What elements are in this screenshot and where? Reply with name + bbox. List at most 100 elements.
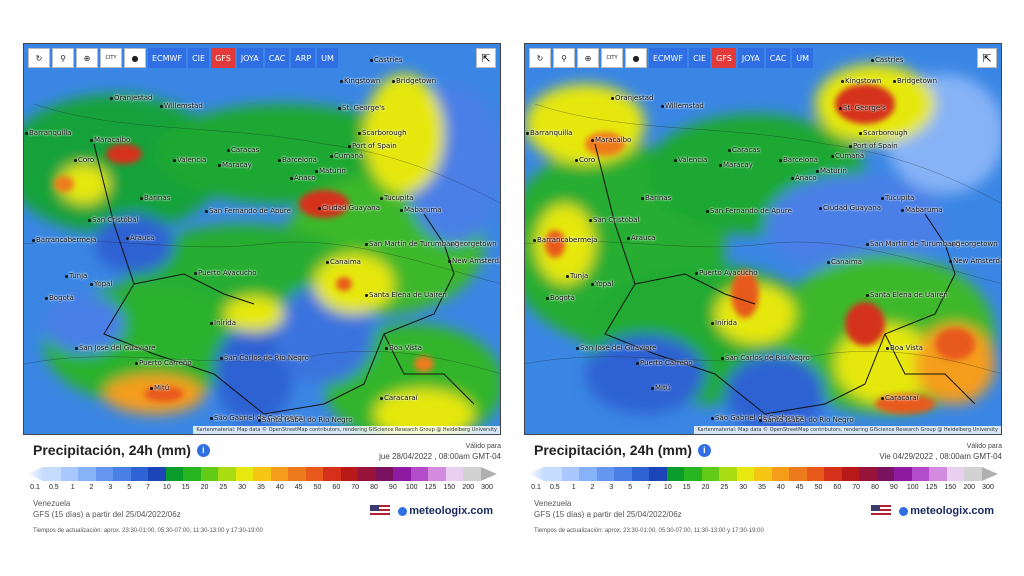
model-button-joya[interactable]: JOYA xyxy=(737,48,764,68)
legend-tick-label: 40 xyxy=(275,484,284,491)
place-label: St. George's xyxy=(839,104,886,112)
model-button-um[interactable]: UM xyxy=(317,48,338,68)
share-icon[interactable]: ⇱ xyxy=(977,48,997,68)
dot-icon[interactable]: ● xyxy=(124,48,146,68)
place-label: San Martín de Turumbang xyxy=(865,240,961,248)
reload-icon[interactable]: ↻ xyxy=(28,48,50,68)
meteologix-logo-icon xyxy=(398,506,408,516)
legend-swatch xyxy=(701,467,720,481)
model-button-ecmwf[interactable]: ECMWF xyxy=(148,48,187,68)
legend-tick-label: 5 xyxy=(628,484,633,491)
place-label: New Amsterdam xyxy=(447,257,500,265)
place-label: Boa Vista xyxy=(886,344,923,352)
place-label: Maracaibo xyxy=(89,136,131,144)
model-button-cac[interactable]: CAC xyxy=(765,48,791,68)
valid-time: Válido para Vie 04/29/2022 , 08:00am GMT… xyxy=(879,442,1002,462)
legend-tick-label: 150 xyxy=(944,484,957,491)
legend-tick-label: 60 xyxy=(332,484,341,491)
us-flag-icon[interactable] xyxy=(370,505,391,517)
place-label: Inírida xyxy=(209,319,237,327)
legend-tick-label: 30 xyxy=(238,484,247,491)
place-label: Puerto Ayacucho xyxy=(194,269,257,277)
brand: meteologix.com xyxy=(370,505,493,517)
location-pin-icon[interactable]: ⚲ xyxy=(553,48,575,68)
place-label: Barcelona xyxy=(278,156,317,164)
zoom-icon[interactable]: ⊕ xyxy=(577,48,599,68)
brand-name: meteologix.com xyxy=(409,505,493,517)
legend-swatch xyxy=(428,467,446,481)
place-label: Anaco xyxy=(290,174,316,182)
legend-tick-label: 30 xyxy=(739,484,748,491)
city-icon[interactable]: CITY xyxy=(100,48,122,68)
place-label: Port of Spain xyxy=(849,142,898,150)
location-pin-icon[interactable]: ⚲ xyxy=(52,48,74,68)
place-label: New Amsterdam xyxy=(948,257,1001,265)
legend-swatch xyxy=(130,467,149,481)
meteologix-logo[interactable]: meteologix.com xyxy=(398,505,493,517)
place-label: Mabaruma xyxy=(400,206,442,214)
legend-tick-label: 300 xyxy=(982,484,994,491)
place-label: Canaima xyxy=(827,258,862,266)
zoom-icon[interactable]: ⊕ xyxy=(76,48,98,68)
legend-tick-label: 40 xyxy=(776,484,785,491)
reload-icon[interactable]: ↻ xyxy=(529,48,551,68)
precipitation-map[interactable]: ↻ ⚲ ⊕ CITY ● ECMWF CIE GFS JOYA CAC UM ⇱ Castries K… xyxy=(524,43,1002,435)
meteologix-logo[interactable]: meteologix.com xyxy=(899,505,994,517)
place-label: San Martín de Turumbang xyxy=(364,240,460,248)
legend-tick-label: 70 xyxy=(852,484,861,491)
share-icon[interactable]: ⇱ xyxy=(476,48,496,68)
info-icon[interactable]: i xyxy=(697,443,711,457)
panel-title: Precipitación, 24h (mm) i xyxy=(33,442,210,458)
model-button-cie[interactable]: CIE xyxy=(689,48,711,68)
legend-swatch xyxy=(666,467,685,481)
place-label: San Carlos de Río Negro xyxy=(721,354,810,362)
update-times: Tiempos de actualización: aprox. 23:30-0… xyxy=(534,528,764,534)
model-button-ecmwf[interactable]: ECMWF xyxy=(649,48,688,68)
place-label: Santa Isabel do Rio Negro xyxy=(258,416,353,424)
place-label: Willemstad xyxy=(160,102,203,110)
place-label: Coro xyxy=(574,156,596,164)
place-label: Tucupita xyxy=(880,194,915,202)
legend-swatch xyxy=(288,467,306,481)
legend-tick-label: 80 xyxy=(871,484,879,491)
info-icon[interactable]: i xyxy=(196,443,210,457)
place-label: San Carlos de Río Negro xyxy=(220,354,309,362)
legend-swatch xyxy=(445,467,464,481)
model-button-cie[interactable]: CIE xyxy=(188,48,210,68)
legend-tick-label: 300 xyxy=(481,484,493,491)
legend-swatch xyxy=(596,467,615,481)
legend-tick-label: 0.1 xyxy=(30,484,40,491)
precipitation-map[interactable]: ↻ ⚲ ⊕ CITY ● ECMWF CIE GFS JOYA CAC ARP UM ⇱ Castri… xyxy=(23,43,501,435)
dot-icon[interactable]: ● xyxy=(625,48,647,68)
place-label: Maracay xyxy=(719,161,753,169)
color-legend xyxy=(27,467,497,481)
model-button-cac[interactable]: CAC xyxy=(264,48,290,68)
forecast-panel-left: ↻ ⚲ ⊕ CITY ● ECMWF CIE GFS JOYA CAC ARP UM ⇱ Castri… xyxy=(23,43,501,543)
legend-swatch xyxy=(771,467,790,481)
place-label: Barrancabermeja xyxy=(532,236,598,244)
legend-tick-label: 70 xyxy=(351,484,360,491)
model-button-um[interactable]: UM xyxy=(792,48,814,68)
place-label: Bogotá xyxy=(45,294,74,302)
legend-swatch xyxy=(235,467,254,481)
region-label: Venezuela xyxy=(33,499,71,508)
place-label: Cumaná xyxy=(830,152,865,160)
city-icon[interactable]: CITY xyxy=(601,48,623,68)
meteologix-logo-icon xyxy=(899,506,909,516)
forecast-panel-right: ↻ ⚲ ⊕ CITY ● ECMWF CIE GFS JOYA CAC UM ⇱ Castries K… xyxy=(524,43,1002,543)
place-label: Boa Vista xyxy=(385,344,422,352)
model-button-gfs[interactable]: GFS xyxy=(211,48,235,68)
legend-tick-label: 0.5 xyxy=(48,484,59,491)
model-button-arp[interactable]: ARP xyxy=(291,48,316,68)
model-button-gfs[interactable]: GFS xyxy=(712,48,736,68)
legend-swatch xyxy=(894,467,912,481)
model-button-joya[interactable]: JOYA xyxy=(236,48,263,68)
legend-swatch xyxy=(841,467,860,481)
legend-swatch xyxy=(824,467,842,481)
legend-tick-label: 45 xyxy=(294,484,303,491)
us-flag-icon[interactable] xyxy=(871,505,892,517)
place-label: Mitú xyxy=(149,384,170,392)
legend-ticks: 0.1 0.5 1 2 3 5 7 10 15 20 25 30 35 40 45 50 60 70 80 90 100… xyxy=(30,484,493,494)
place-label: Ciudad Guayana xyxy=(318,204,380,212)
legend-tick-label: 2 xyxy=(89,484,94,491)
